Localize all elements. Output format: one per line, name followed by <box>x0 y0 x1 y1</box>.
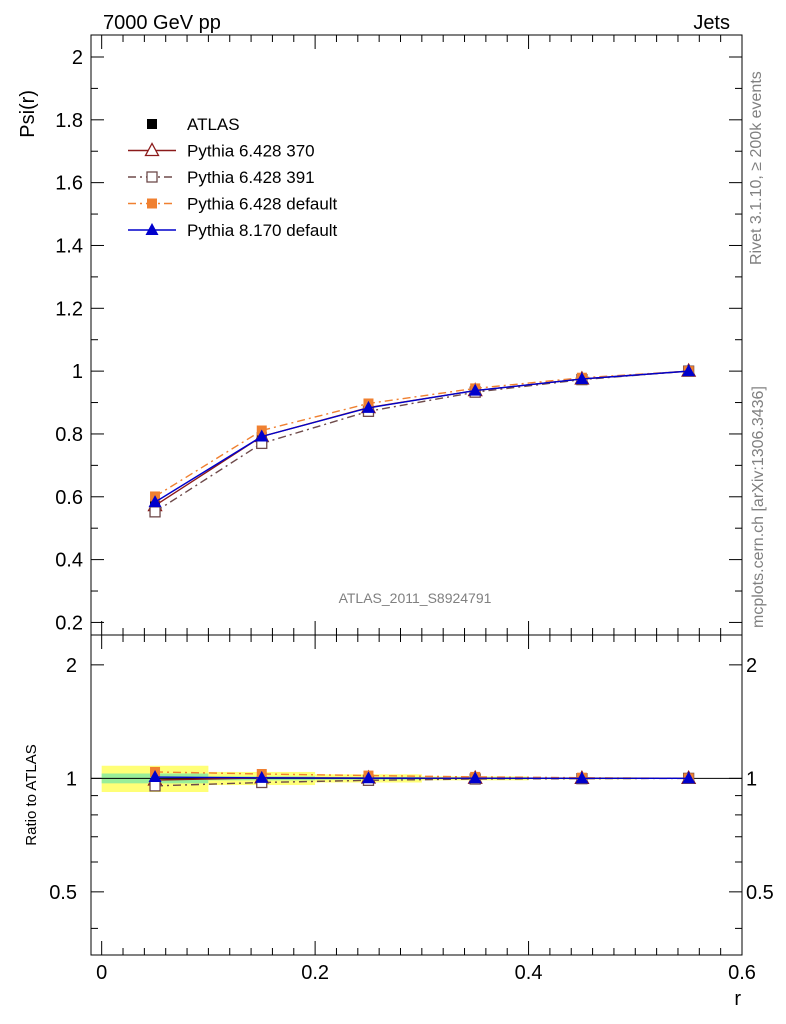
ratio-y-tick-label-right: 2 <box>746 655 757 677</box>
ratio-frame <box>90 634 743 956</box>
main-y-tick-label: 1.8 <box>55 110 83 132</box>
legend-marker <box>147 198 157 209</box>
main-y-tick-label: 2 <box>72 47 83 69</box>
legend-marker <box>147 119 157 129</box>
main-axis-ticks: 0.2 0.4 0.6 0.8 1 1.2 1.4 1.6 1.8 2 <box>55 47 742 634</box>
header-observable: Jets <box>693 12 730 34</box>
ratio-y-tick-label: 0.5 <box>49 882 77 904</box>
main-series-atlas <box>150 366 694 509</box>
ratio-y-tick-label: 2 <box>66 655 77 677</box>
ratio-data-point <box>575 771 589 784</box>
legend-label: Pythia 6.428 391 <box>187 168 315 187</box>
main-series-pythia-6-428-default <box>150 366 694 502</box>
legend-label: Pythia 8.170 default <box>187 221 338 240</box>
x-tick-label: 0.2 <box>301 962 329 984</box>
main-series-line <box>154 370 689 498</box>
mcplots-reference-label: mcplots.cern.ch [arXiv:1306.3436] <box>750 386 767 628</box>
ratio-data-point <box>468 771 482 784</box>
ratio-series-pythia-8-170-default <box>148 770 696 784</box>
rivet-version-label: Rivet 3.1.10, ≥ 200k events <box>748 71 765 265</box>
legend-label: Pythia 6.428 default <box>187 195 338 214</box>
x-tick-label: 0.4 <box>515 962 543 984</box>
legend-marker <box>146 171 158 183</box>
ratio-data-point <box>149 780 161 792</box>
main-y-tick-label: 1.2 <box>55 298 83 320</box>
ratio-y-tick-label-right: 0.5 <box>746 882 774 904</box>
ratio-data-point <box>682 771 696 784</box>
x-tick-label: 0 <box>96 962 107 984</box>
legend-item: Pythia 8.170 default <box>128 221 338 240</box>
main-y-axis-label: Psi(r) <box>17 90 39 138</box>
legend-item: Pythia 6.428 370 <box>128 142 315 161</box>
main-data-point <box>682 364 696 377</box>
main-y-tick-label: 0.8 <box>55 424 83 446</box>
legend-marker <box>144 142 160 157</box>
main-data-point <box>255 429 269 442</box>
legend-item: Pythia 6.428 391 <box>128 168 315 187</box>
ratio-data-point <box>255 770 269 783</box>
main-series-layer <box>147 362 697 518</box>
x-axis-ticks: 0 0.2 0.4 0.6 <box>96 35 756 984</box>
ratio-data-point <box>361 771 375 784</box>
analysis-watermark: ATLAS_2011_S8924791 <box>339 590 492 606</box>
main-y-tick-label: 1 <box>72 361 83 383</box>
ratio-series-line <box>155 776 689 780</box>
header-process: 7000 GeV pp <box>103 12 221 34</box>
main-y-tick-label: 0.4 <box>55 550 83 572</box>
legend-label: ATLAS <box>187 115 240 134</box>
main-series-pythia-6-428-370 <box>147 362 697 512</box>
legend-item: ATLAS <box>147 115 240 134</box>
main-series-pythia-6-428-391 <box>149 365 695 518</box>
main-data-point <box>468 383 482 396</box>
main-data-point <box>148 495 162 508</box>
main-data-point <box>361 400 375 413</box>
main-y-tick-label: 0.2 <box>55 612 83 634</box>
main-data-point <box>149 506 161 518</box>
main-series-line <box>154 370 689 513</box>
ratio-y-tick-label: 1 <box>66 768 77 790</box>
main-data-point <box>575 371 589 384</box>
legend-marker <box>145 223 159 235</box>
x-axis-label: r <box>734 988 741 1010</box>
main-y-tick-label: 1.4 <box>55 235 83 257</box>
main-series-pythia-8-170-default <box>148 364 696 508</box>
main-y-tick-label: 1.6 <box>55 173 83 195</box>
main-series-line <box>154 370 689 503</box>
ratio-series-layer <box>147 766 697 792</box>
ratio-data-point <box>148 770 162 783</box>
legend-label: Pythia 6.428 370 <box>187 142 315 161</box>
main-series-line <box>154 370 689 507</box>
ratio-y-axis-label: Ratio to ATLAS <box>23 744 40 845</box>
legend-item: Pythia 6.428 default <box>128 195 338 214</box>
x-tick-label: 0.6 <box>728 962 756 984</box>
ratio-axis-ticks: 0.5 0.5 1 1 2 2 <box>49 655 774 929</box>
ratio-y-tick-label-right: 1 <box>746 768 757 790</box>
main-y-tick-label: 0.6 <box>55 487 83 509</box>
legend: ATLAS Pythia 6.428 370 Pythia 6.428 391 Pyt… <box>128 115 338 240</box>
